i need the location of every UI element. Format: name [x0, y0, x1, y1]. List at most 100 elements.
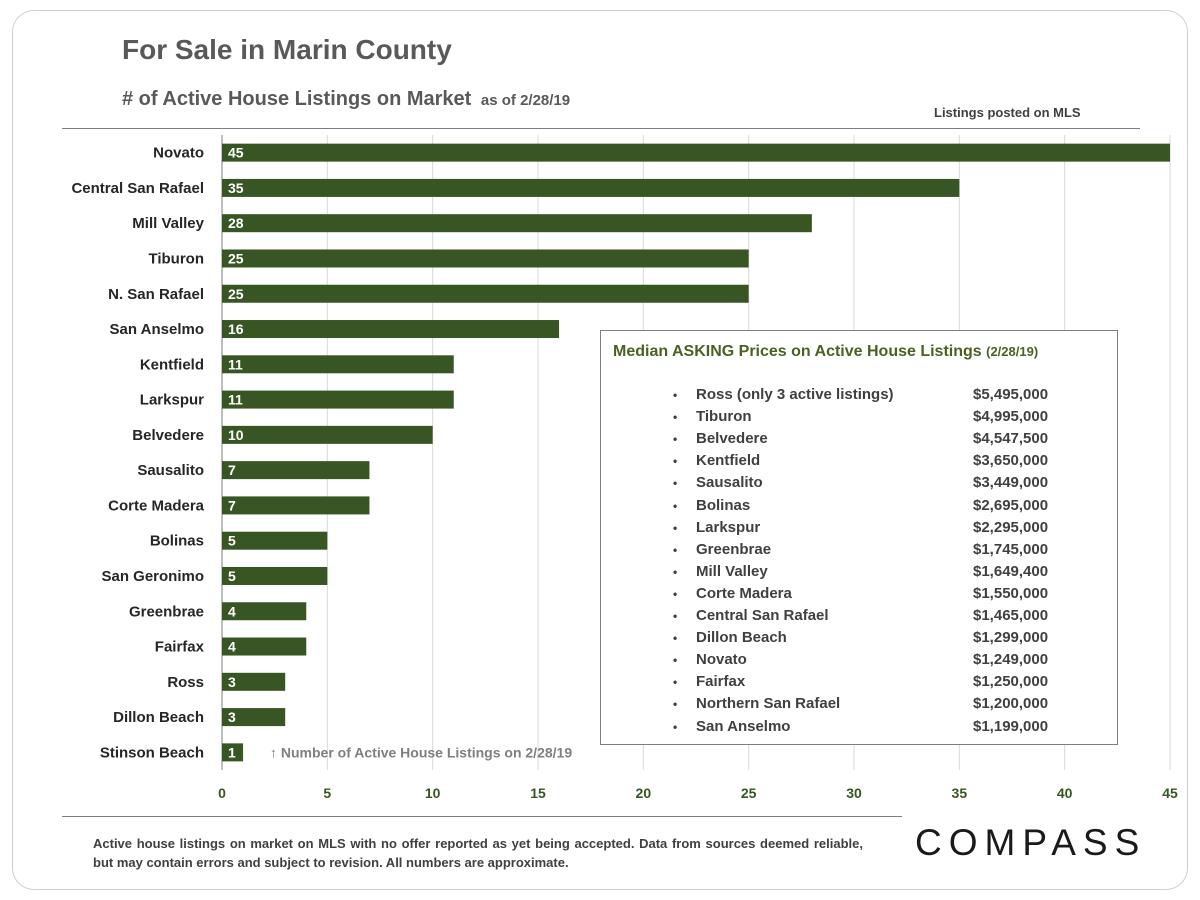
price-area-name: Novato: [696, 651, 747, 669]
bullet-icon: •: [673, 520, 678, 535]
price-value: $2,695,000: [973, 496, 1049, 514]
chart-subtitle: # of Active House Listings on Market as …: [122, 88, 570, 111]
price-value: $4,547,500: [973, 430, 1049, 448]
bars: 45 35 28 25 25 16 11 11 10 7 7 5 5 4 4 3 3 1: [222, 143, 1170, 762]
bullet-icon: •: [673, 697, 678, 712]
x-tick-label: 10: [425, 785, 441, 801]
category-labels: Novato Central San Rafael Mill Valley Tibur…: [71, 145, 204, 762]
price-row: • Larkspur $2,295,000: [601, 519, 1117, 541]
category-label: Tiburon: [148, 250, 204, 267]
price-area-name: Bolinas: [696, 496, 751, 514]
price-area-name: Mill Valley: [696, 562, 768, 580]
price-row: • Sausalito $3,449,000: [601, 474, 1117, 496]
bullet-icon: •: [673, 631, 678, 646]
price-row: • Greenbrae $1,745,000: [601, 541, 1117, 563]
bullet-icon: •: [673, 719, 678, 734]
category-label: Dillon Beach: [113, 709, 204, 726]
bar-value-label: 4: [228, 603, 236, 619]
price-area-name: Greenbrae: [696, 540, 772, 558]
bar-value-label: 5: [228, 568, 236, 584]
price-value: $4,995,000: [973, 408, 1049, 426]
x-tick-label: 35: [952, 785, 968, 801]
category-label: Larkspur: [140, 392, 204, 409]
price-area-name: Central San Rafael: [696, 607, 829, 624]
bar: [222, 425, 433, 444]
inset-title-date: (2/28/19): [986, 344, 1039, 359]
bar: [222, 743, 244, 762]
bar: [222, 249, 749, 268]
price-row: • Dillon Beach $1,299,000: [601, 629, 1117, 651]
price-value: $3,650,000: [973, 452, 1049, 470]
bar-value-label: 25: [228, 286, 244, 302]
bar-value-label: 45: [228, 145, 244, 161]
category-label: San Geronimo: [101, 568, 204, 585]
price-area-name: Kentfield: [696, 452, 761, 470]
x-tick-label: 5: [323, 785, 331, 801]
price-area-name: Belvedere: [696, 430, 768, 448]
price-value: $1,199,000: [973, 717, 1049, 735]
price-row: • Corte Madera $1,550,000: [601, 585, 1117, 607]
price-row: • Kentfield $3,650,000: [601, 452, 1117, 474]
category-label: Mill Valley: [132, 215, 204, 232]
x-tick-label: 25: [741, 785, 757, 801]
bar-value-label: 11: [228, 392, 243, 408]
bottom-rule: [62, 816, 902, 817]
x-tick-label: 40: [1057, 785, 1073, 801]
price-row: • San Anselmo $1,199,000: [601, 718, 1117, 740]
price-value: $1,550,000: [973, 584, 1049, 602]
bullet-icon: •: [673, 498, 678, 513]
bar-value-label: 16: [228, 321, 244, 337]
bar-value-label: 28: [228, 215, 244, 231]
price-value: $3,449,000: [973, 474, 1049, 492]
bar-value-label: 11: [228, 356, 243, 372]
category-label: Bolinas: [150, 533, 204, 550]
price-value: $1,200,000: [973, 695, 1049, 713]
bullet-icon: •: [673, 476, 678, 491]
price-area-name: Dillon Beach: [696, 629, 787, 647]
price-value: $1,649,400: [973, 562, 1049, 580]
inset-title-text: Median ASKING Prices on Active House Lis…: [613, 343, 982, 360]
bar: [222, 602, 307, 621]
x-tick-label: 15: [530, 785, 546, 801]
bullet-icon: •: [673, 609, 678, 623]
bar-value-label: 10: [228, 427, 244, 443]
category-label: Ross: [167, 674, 204, 691]
bar: [222, 496, 370, 515]
category-label: N. San Rafael: [108, 286, 204, 303]
inset-title: Median ASKING Prices on Active House Lis…: [613, 343, 1038, 361]
category-label: Central San Rafael: [71, 180, 204, 197]
price-row: • Tiburon $4,995,000: [601, 408, 1117, 430]
price-value: $1,745,000: [973, 540, 1049, 558]
price-area-name: Sausalito: [696, 474, 763, 492]
bar: [222, 461, 370, 480]
source-note: Listings posted on MLS: [934, 105, 1081, 120]
bullet-icon: •: [673, 653, 678, 668]
price-row: • Ross (only 3 active listings) $5,495,000: [601, 386, 1117, 408]
category-label: Sausalito: [137, 462, 204, 479]
category-label: Fairfax: [155, 639, 205, 656]
price-value: $5,495,000: [973, 386, 1049, 403]
bullet-icon: •: [673, 542, 678, 557]
x-tick-label: 20: [636, 785, 652, 801]
bar: [222, 320, 560, 339]
bar-value-label: 35: [228, 180, 244, 196]
compass-logo: COMPASS: [915, 822, 1147, 863]
category-label: Kentfield: [140, 356, 204, 373]
price-area-name: San Anselmo: [696, 717, 791, 735]
bar: [222, 178, 960, 197]
x-tick-label: 0: [218, 785, 226, 801]
price-area-name: Ross (only 3 active listings): [696, 386, 894, 403]
bar: [222, 672, 286, 691]
price-area-name: Northern San Rafael: [696, 695, 841, 713]
bar: [222, 355, 454, 374]
bar-value-label: 5: [228, 533, 236, 549]
bullet-icon: •: [673, 432, 678, 447]
x-tick-labels: 0 5 10 15 20 25 30 35 40 45: [218, 785, 1178, 801]
chart-title: For Sale in Marin County: [122, 34, 452, 65]
median-price-inset: Median ASKING Prices on Active House Lis…: [600, 330, 1118, 745]
price-row: • Bolinas $2,695,000: [601, 497, 1117, 519]
bar-annotation-group: ↑ Number of Active House Listings on 2/2…: [270, 744, 572, 760]
price-value: $1,250,000: [973, 673, 1049, 691]
price-value: $1,465,000: [973, 607, 1049, 624]
